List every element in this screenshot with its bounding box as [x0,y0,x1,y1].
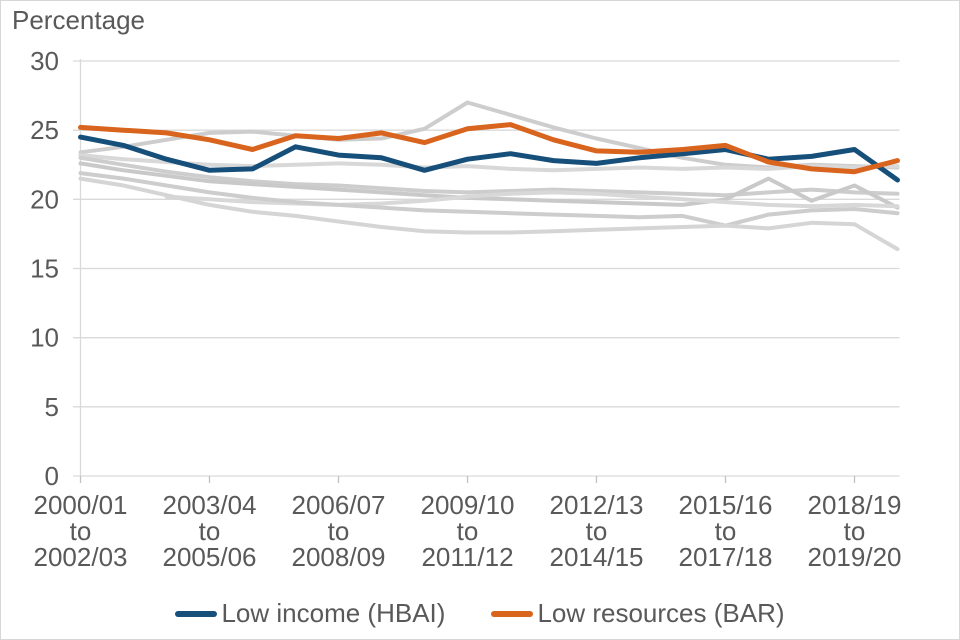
low-income-line-swatch [175,610,218,617]
x-tick-label-3-line2: 2011/12 [421,542,513,572]
x-tick-label-4-line0: 2012/13 [550,490,644,520]
y-axis-title: Percentage [12,5,145,35]
x-tick-label-1-line2: 2005/06 [163,542,257,572]
x-tick-label-6-line2: 2019/20 [808,542,902,572]
x-tick-label-5-line0: 2015/16 [679,490,773,520]
x-tick-label-2-line2: 2008/09 [292,542,386,572]
legend-item-low-income: Low income (HBAI) [175,598,445,629]
y-tick-label-20: 20 [30,184,59,214]
y-tick-label-15: 15 [30,254,59,284]
x-tick-label-2-line1: to [328,516,350,546]
x-tick-label-3-line1: to [457,516,479,546]
x-tick-label-6-line0: 2018/19 [808,490,902,520]
y-tick-label-0: 0 [45,461,59,491]
series-low-income-hbai [78,134,900,183]
x-tick-label-5-line1: to [715,516,737,546]
x-tick-label-2-line0: 2006/07 [292,490,386,520]
context-line-4 [78,161,900,210]
x-tick-label-4-line2: 2014/15 [550,542,644,572]
x-tick-label-5-line2: 2017/18 [679,542,773,572]
context-line-2 [78,153,900,173]
x-tick-label-1-line1: to [199,516,221,546]
context-line-6 [78,171,900,228]
x-tick-label-0-line0: 2000/01 [34,490,128,520]
x-tick-label-1-line0: 2003/04 [163,490,257,520]
y-tick-label-25: 25 [30,115,59,145]
y-tick-label-5: 5 [45,392,59,422]
x-tick-label-3-line0: 2009/10 [421,490,515,520]
legend-label-low-resources: Low resources (BAR) [537,598,785,628]
legend-label-low-income: Low income (HBAI) [221,598,446,628]
y-tick-label-10: 10 [30,323,59,353]
x-tick-label-4-line1: to [586,516,608,546]
context-line-7 [78,176,900,252]
chart-legend: Low income (HBAI) Low resources (BAR) [1,598,959,629]
x-tick-label-0-line1: to [70,516,92,546]
x-tick-label-6-line1: to [844,516,866,546]
context-line-3 [78,155,900,198]
low-resources-line-swatch [491,610,534,617]
x-tick-label-0-line2: 2002/03 [34,542,128,572]
legend-item-low-resources: Low resources (BAR) [491,598,785,629]
y-tick-label-30: 30 [30,46,59,76]
series-low-resources-bar [78,122,900,175]
